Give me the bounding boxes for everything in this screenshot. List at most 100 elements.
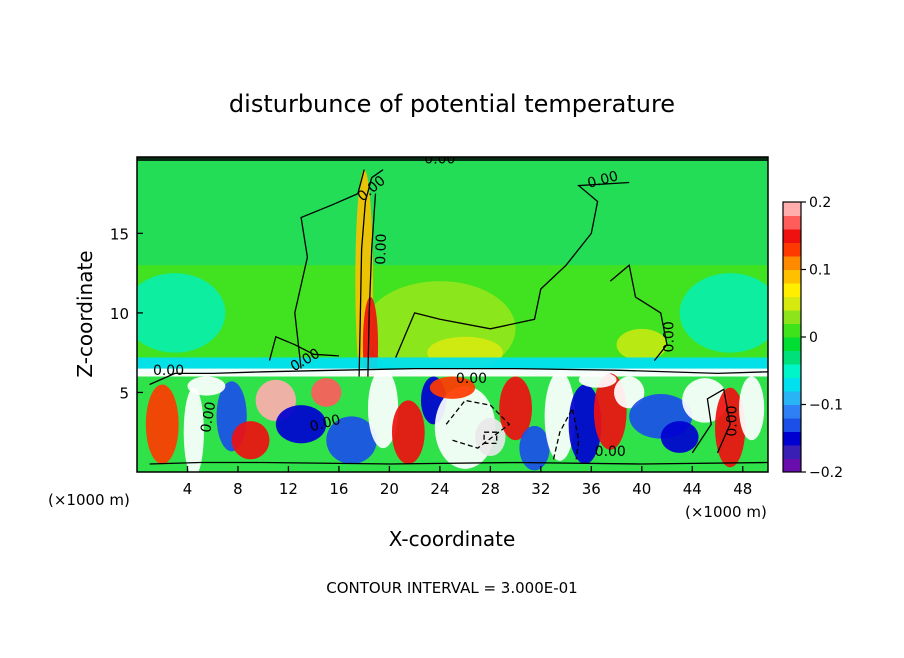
contour-line xyxy=(691,388,731,454)
field-blob xyxy=(187,376,226,396)
colorbar-swatch xyxy=(783,391,801,405)
field-blob xyxy=(429,376,476,399)
colorbar-swatch xyxy=(783,337,801,351)
field-band xyxy=(137,157,768,266)
field-blobs xyxy=(137,157,768,472)
x-axis: 4 8 12 16 20 24 28 32 36 40 44 48 xyxy=(183,466,752,498)
colorbar-swatch xyxy=(783,377,801,392)
colorbar-tick-label: −0.1 xyxy=(809,398,843,414)
colorbar-swatch xyxy=(783,350,801,365)
contour-line xyxy=(367,193,377,377)
colorbar-swatch xyxy=(783,256,801,270)
x-tick-label: 24 xyxy=(430,480,449,498)
contour-label: 0.00 xyxy=(308,412,342,436)
contour-label: 0.00 xyxy=(424,151,455,167)
contour-line xyxy=(294,169,365,369)
contour-label: 0.00 xyxy=(153,363,184,379)
colorbar-swatch xyxy=(783,229,801,243)
field-blob xyxy=(275,405,327,444)
x-unit-note-right: (×1000 m) xyxy=(685,503,767,521)
colorbar-swatch xyxy=(783,323,801,338)
field-blob xyxy=(679,273,768,353)
x-tick-label: 36 xyxy=(582,480,601,498)
colorbar-tick-label: 0 xyxy=(809,330,818,346)
field-blob xyxy=(145,384,179,465)
colorbar-swatch xyxy=(783,431,801,446)
x-tick-label: 44 xyxy=(683,480,702,498)
contour-line xyxy=(395,181,630,358)
contour-interval-footer: CONTOUR INTERVAL = 3.000E-01 xyxy=(326,579,577,597)
colorbar-swatch xyxy=(783,364,801,378)
contour-label: 0.00 xyxy=(595,444,626,460)
field-blob xyxy=(475,417,506,457)
colorbar-swatch xyxy=(783,445,801,459)
colorbar-swatch xyxy=(783,418,801,432)
contour-line xyxy=(483,431,498,445)
x-tick-label: 8 xyxy=(233,480,243,498)
colorbar-tick-label: −0.2 xyxy=(809,465,843,481)
x-tick-label: 4 xyxy=(183,480,193,498)
field-blob xyxy=(578,371,617,388)
field-blob xyxy=(616,328,668,361)
contour-label: 0.00 xyxy=(586,168,620,192)
contour-line xyxy=(552,406,580,460)
field-blob xyxy=(519,425,550,471)
x-tick-label: 40 xyxy=(632,480,651,498)
colorbar-swatch xyxy=(783,296,801,311)
colorbar-swatch xyxy=(783,310,801,324)
field-blob xyxy=(682,378,728,423)
field-blob xyxy=(137,273,226,353)
contour-line xyxy=(445,399,511,449)
x-tick-label: 32 xyxy=(531,480,550,498)
contour-line xyxy=(149,461,768,465)
x-tick-label: 12 xyxy=(279,480,298,498)
plot-frame xyxy=(136,156,769,473)
x-axis-label: X-coordinate xyxy=(389,527,516,551)
colorbar: 0.2 0.1 0 −0.1 −0.2 xyxy=(782,195,843,481)
field-blob xyxy=(367,368,399,449)
x-tick-label: 48 xyxy=(733,480,752,498)
contour-label: 0.00 xyxy=(456,371,487,387)
colorbar-swatch xyxy=(783,215,801,230)
contour-label: 0.00 xyxy=(661,321,677,352)
field-blob xyxy=(568,384,602,465)
contour-lines xyxy=(149,169,768,465)
field-band xyxy=(137,368,768,377)
colorbar-swatch xyxy=(783,283,801,297)
x-tick-label: 28 xyxy=(481,480,500,498)
contour-label: 0.00 xyxy=(724,405,740,436)
y-tick-label: 15 xyxy=(110,225,129,243)
field-blob xyxy=(311,378,342,407)
colorbar-swatch xyxy=(783,458,801,473)
chart-title: disturbunce of potential temperature xyxy=(229,90,675,118)
y-tick-label: 10 xyxy=(110,305,129,323)
x-unit-note-left: (×1000 m) xyxy=(48,491,130,509)
field-blob xyxy=(391,400,425,465)
contour-line xyxy=(149,367,768,386)
field-blob xyxy=(738,376,765,441)
field-blob xyxy=(183,387,204,472)
x-tick-label: 16 xyxy=(329,480,348,498)
contour-label: 0.00 xyxy=(373,233,390,265)
field-blob xyxy=(714,387,746,468)
contour-line xyxy=(358,169,384,377)
contour-label: 0.00 xyxy=(198,400,219,433)
field-blob xyxy=(326,416,377,465)
colorbar-swatch xyxy=(783,202,801,216)
field-blob xyxy=(231,421,270,460)
x-tick-label: 20 xyxy=(380,480,399,498)
colorbar-tick-label: 0.1 xyxy=(809,263,831,279)
y-axis: 5 10 15 xyxy=(110,225,143,402)
contour-line xyxy=(268,335,339,361)
heatmap-field: 0.00 0.00 0.00 0.00 0.00 0.00 0.00 0.00 0.00 0.00… xyxy=(137,151,768,472)
field-blob xyxy=(660,421,699,453)
top-hatch xyxy=(137,157,768,161)
colorbar-swatch xyxy=(783,269,801,284)
field-blob xyxy=(614,376,645,409)
colorbar-swatch xyxy=(783,242,801,257)
colorbar-tick-label: 0.2 xyxy=(809,195,831,211)
field-blob xyxy=(499,376,533,441)
y-axis-label: Z-coordinate xyxy=(73,250,97,377)
field-blob xyxy=(544,371,575,461)
